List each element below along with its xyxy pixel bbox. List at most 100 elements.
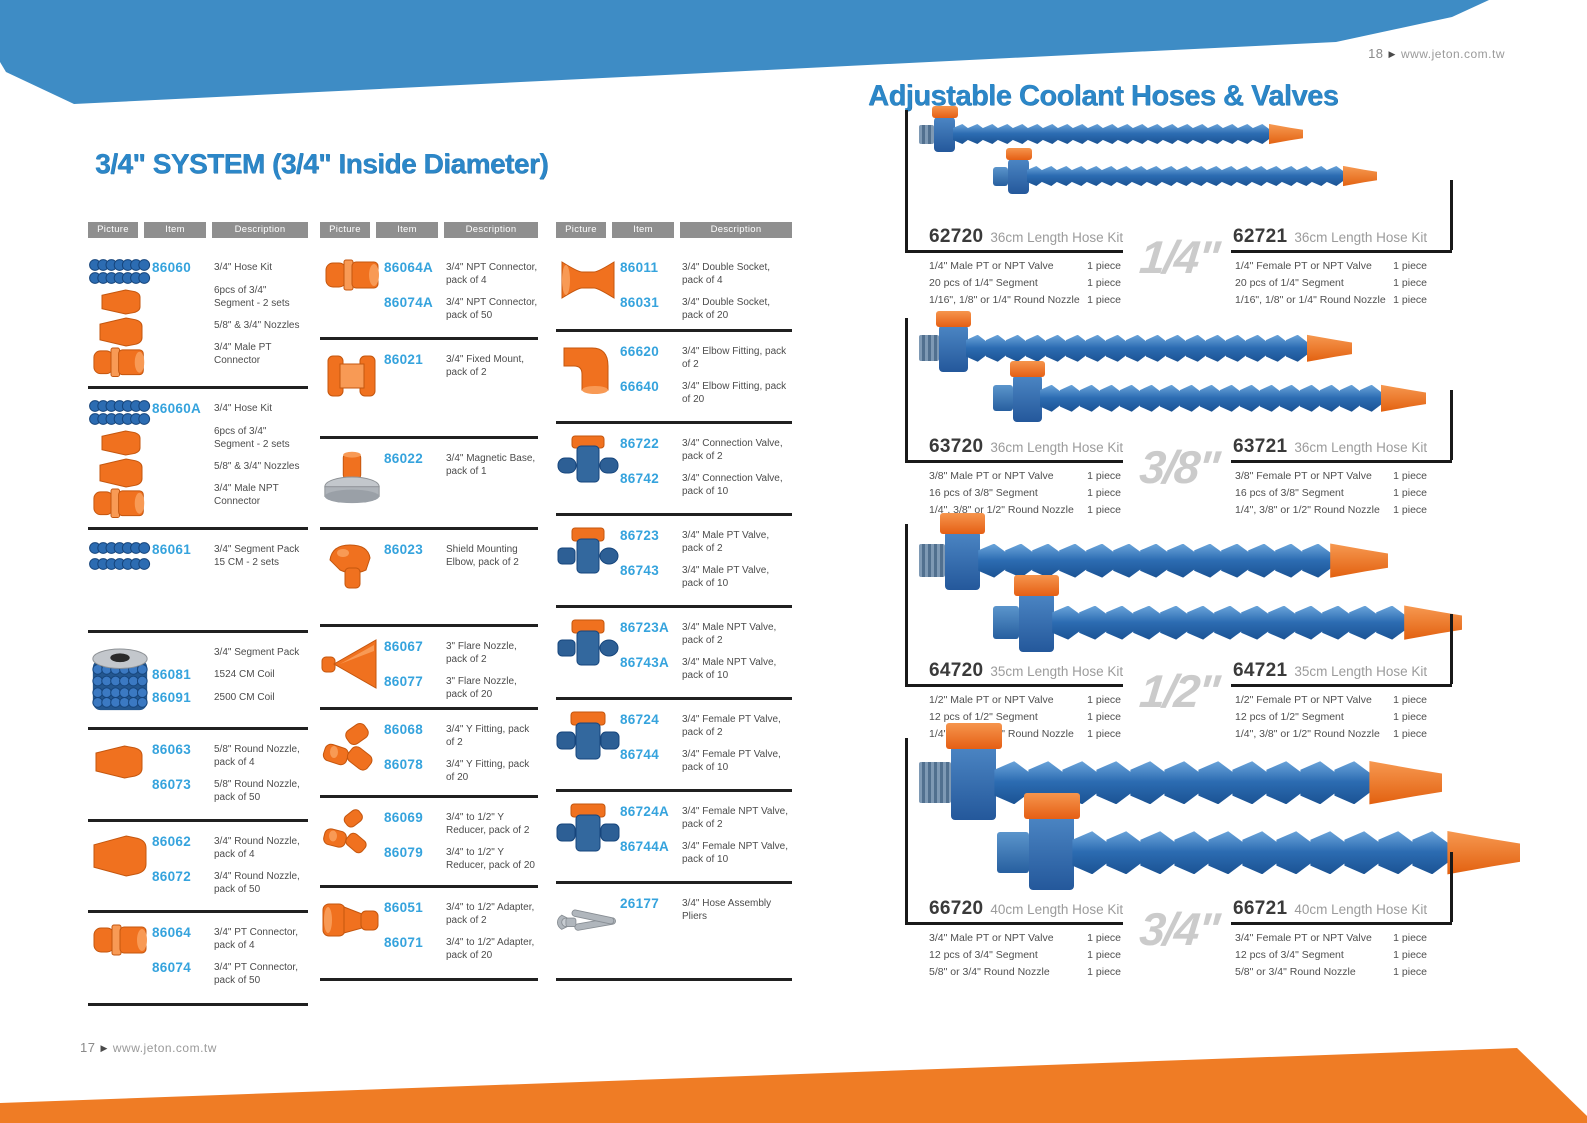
hose-segment — [1059, 543, 1089, 578]
hose-segment — [1302, 543, 1332, 578]
hose-segment — [1043, 124, 1060, 144]
kit-title: 66721 40cm Length Hose Kit — [1233, 898, 1427, 920]
hose-segment — [1187, 605, 1217, 640]
item-number: 86060 — [152, 260, 192, 275]
hose-segment — [983, 124, 1000, 144]
title-underline — [1231, 922, 1452, 925]
item-number: 86061 — [152, 542, 192, 557]
valve-body — [944, 530, 981, 591]
row-text: 86064 3/4" PT Connector, pack of 4 86074 3/… — [152, 923, 308, 987]
spec-label: 1/4", 3/8" or 1/2" Round Nozzle — [929, 504, 1074, 516]
table-row: 66620 3/4" Elbow Fitting, pack of 2 66640 3… — [556, 332, 792, 424]
item-number: 86723A — [620, 620, 670, 635]
kit-number: 63721 — [1233, 436, 1288, 457]
hose-segment — [1253, 124, 1270, 144]
kit-subtitle: 36cm Length Hose Kit — [1294, 440, 1428, 455]
kit-spec-row: 12 pcs of 3/4" Segment 1 piece — [1235, 949, 1427, 961]
spec-quantity: 1 piece — [1087, 277, 1121, 289]
table-row: 86724 3/4" Female PT Valve, pack of 2 8674… — [556, 700, 792, 792]
kit-spec-row: 12 pcs of 1/2" Segment 1 piece — [1235, 711, 1427, 723]
valve-handle — [936, 310, 972, 327]
hose-segment — [1125, 334, 1148, 362]
hose-segment — [1103, 124, 1120, 144]
item-description: 1524 CM Coil — [214, 669, 275, 680]
bracket-line-left — [905, 110, 908, 250]
spec-label: 1/4", 3/8" or 1/2" Round Nozzle — [1235, 504, 1380, 516]
coupler — [993, 166, 1008, 186]
product-image-segments — [88, 540, 152, 574]
hose-segment — [1087, 166, 1104, 186]
spec-label: 1/4", 3/8" or 1/2" Round Nozzle — [1235, 728, 1380, 740]
kit-subtitle: 40cm Length Hose Kit — [1294, 902, 1428, 917]
item-description: 3/4" Female NPT Valve, pack of 2 — [682, 806, 789, 830]
hose-segment — [1028, 124, 1045, 144]
hose-segment — [1140, 831, 1177, 875]
item-number: 66640 — [620, 379, 660, 394]
kit-spec-row: 1/4" Female PT or NPT Valve 1 piece — [1235, 260, 1427, 272]
row-text: 86021 3/4" Fixed Mount, pack of 2 — [384, 350, 538, 379]
item-description: 3/4" Elbow Fitting, pack of 2 — [682, 346, 787, 370]
spec-quantity: 1 piece — [1087, 711, 1121, 723]
item-description: 6pcs of 3/4" Segment - 2 sets — [214, 426, 290, 450]
hose-segment — [1266, 761, 1303, 805]
description-line: 86069 3/4" to 1/2" Y Reducer, pack of 2 — [384, 810, 538, 837]
spec-label: 1/16", 1/8" or 1/4" Round Nozzle — [1235, 294, 1386, 306]
valve-body — [951, 745, 997, 821]
hose-segment — [1005, 543, 1035, 578]
product-image-shield-elbow — [320, 540, 384, 594]
item-description: 3/4" Segment Pack — [214, 647, 300, 658]
item-description: 3/4" to 1/2" Y Reducer, pack of 20 — [446, 847, 535, 871]
parts-table-column-3: Picture Item Description 86011 3/4" Double S… — [556, 222, 792, 981]
bracket-line-left — [905, 738, 908, 922]
row-text: 3/4" Segment Pack 86081 1524 CM Coil 86091 2… — [152, 643, 308, 705]
site-url: www.jeton.com.tw — [1400, 47, 1505, 61]
round-nozzle-tip — [1343, 165, 1377, 187]
hose-segment — [1165, 334, 1188, 362]
round-nozzle-tip — [1269, 123, 1303, 145]
spec-label: 1/4" Female PT or NPT Valve — [1235, 260, 1372, 272]
kit-title: 62720 36cm Length Hose Kit — [929, 226, 1123, 248]
spec-quantity: 1 piece — [1087, 949, 1121, 961]
item-number: 86060A — [152, 401, 202, 416]
hose-image-male-valve — [919, 310, 1353, 373]
hose-segment — [1219, 384, 1242, 412]
valve-body — [1008, 158, 1029, 194]
table-header-row: Picture Item Description — [556, 222, 792, 238]
item-number: 86074 — [152, 960, 192, 975]
valve-assembly — [931, 106, 958, 152]
item-description: 3/4" Hose Assembly Pliers — [682, 898, 772, 922]
product-image-nozzle — [88, 832, 152, 882]
valve-assembly — [1024, 792, 1080, 891]
item-description: Shield Mounting Elbow, pack of 2 — [446, 544, 519, 568]
hose-segment — [1265, 334, 1288, 362]
item-description: 3/4" Round Nozzle, pack of 4 — [214, 836, 300, 860]
threaded-stub — [919, 124, 934, 144]
description-line: 86022 3/4" Magnetic Base, pack of 1 — [384, 451, 538, 478]
description-line: 26177 3/4" Hose Assembly Pliers — [620, 896, 792, 923]
spec-quantity: 1 piece — [1087, 966, 1121, 978]
spec-label: 12 pcs of 1/2" Segment — [1235, 711, 1344, 723]
description-line: 86723A 3/4" Male NPT Valve, pack of 2 — [620, 620, 792, 647]
hose-segment — [1118, 124, 1135, 144]
description-line: 3/4" Male PT Connector — [152, 340, 308, 367]
product-image-hose-kit — [88, 258, 152, 380]
description-line: 86091 2500 CM Coil — [152, 690, 308, 705]
description-line: 86060 3/4" Hose Kit — [152, 260, 308, 275]
hose-segment — [1349, 605, 1379, 640]
hose-segment — [1376, 605, 1406, 640]
row-text: 86724A 3/4" Female NPT Valve, pack of 2 86… — [620, 802, 792, 866]
valve-body — [1018, 592, 1055, 653]
spec-label: 12 pcs of 1/2" Segment — [929, 711, 1038, 723]
hose-segment — [1147, 166, 1164, 186]
page-number-right: 18 ▶ www.jeton.com.tw — [1368, 46, 1505, 61]
spec-label: 3/4" Male PT or NPT Valve — [929, 932, 1054, 944]
description-line: 86744 3/4" Female PT Valve, pack of 10 — [620, 747, 792, 774]
table-row: 86063 5/8" Round Nozzle, pack of 4 86073 5/… — [88, 730, 308, 822]
table-row: 86724A 3/4" Female NPT Valve, pack of 2 86… — [556, 792, 792, 884]
coupler — [993, 606, 1019, 639]
item-description: 3/4" to 1/2" Y Reducer, pack of 2 — [446, 812, 530, 836]
description-line: 86724A 3/4" Female NPT Valve, pack of 2 — [620, 804, 792, 831]
hose-segment — [1327, 166, 1344, 186]
hose-segment — [1072, 166, 1089, 186]
